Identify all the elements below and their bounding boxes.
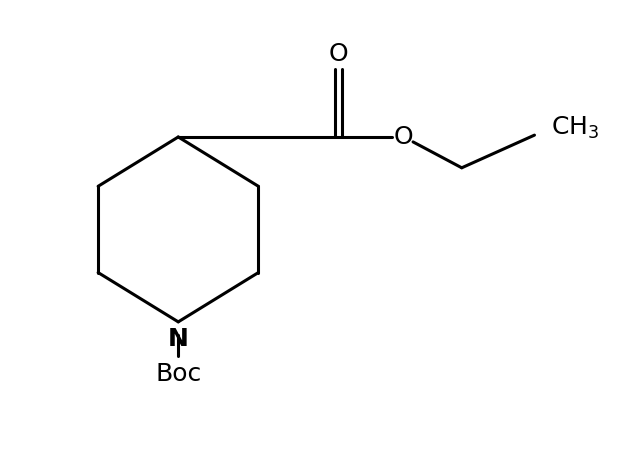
Text: O: O <box>329 42 348 66</box>
Text: N: N <box>168 327 189 351</box>
Text: Boc: Boc <box>155 362 202 386</box>
Text: CH$_3$: CH$_3$ <box>551 115 600 141</box>
Text: O: O <box>394 125 413 149</box>
